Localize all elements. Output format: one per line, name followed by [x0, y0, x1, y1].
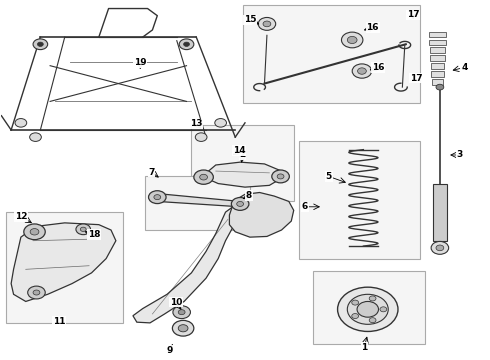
- Text: 17: 17: [407, 10, 419, 19]
- Circle shape: [33, 290, 40, 295]
- Bar: [433, 184, 447, 241]
- Bar: [429, 32, 446, 37]
- Text: 7: 7: [148, 168, 155, 177]
- Text: 3: 3: [456, 150, 463, 159]
- Bar: [431, 63, 444, 69]
- Polygon shape: [11, 223, 116, 301]
- Text: 1: 1: [361, 343, 368, 352]
- Bar: [243, 5, 420, 103]
- Polygon shape: [202, 162, 282, 187]
- Bar: [313, 271, 425, 344]
- Text: 15: 15: [244, 15, 257, 24]
- Bar: [429, 40, 446, 45]
- Text: 17: 17: [410, 74, 423, 83]
- Circle shape: [263, 21, 271, 27]
- Text: 19: 19: [134, 58, 147, 67]
- Circle shape: [277, 174, 284, 179]
- Circle shape: [196, 133, 207, 141]
- Bar: [192, 125, 294, 202]
- Circle shape: [15, 118, 27, 127]
- Circle shape: [380, 307, 387, 312]
- Circle shape: [237, 202, 244, 206]
- Circle shape: [30, 229, 39, 235]
- Text: 8: 8: [246, 191, 252, 200]
- Circle shape: [184, 42, 190, 46]
- Circle shape: [357, 301, 378, 317]
- Circle shape: [358, 68, 367, 74]
- Polygon shape: [157, 194, 240, 207]
- Circle shape: [352, 300, 359, 305]
- Text: 9: 9: [166, 346, 172, 355]
- Circle shape: [33, 39, 48, 50]
- Bar: [432, 79, 443, 85]
- Circle shape: [231, 198, 249, 210]
- Polygon shape: [229, 193, 294, 237]
- Circle shape: [200, 174, 207, 180]
- Text: 11: 11: [52, 316, 65, 325]
- Text: 10: 10: [170, 298, 182, 307]
- Text: 18: 18: [88, 230, 100, 239]
- Circle shape: [352, 64, 372, 78]
- Circle shape: [76, 224, 91, 235]
- Circle shape: [179, 39, 194, 50]
- Text: 14: 14: [233, 146, 245, 155]
- Text: 12: 12: [15, 212, 27, 221]
- Circle shape: [24, 224, 45, 240]
- Circle shape: [338, 287, 398, 332]
- Bar: [430, 55, 445, 61]
- Bar: [145, 176, 250, 230]
- Circle shape: [369, 296, 376, 301]
- Circle shape: [436, 84, 444, 90]
- Bar: [431, 71, 444, 77]
- Circle shape: [272, 170, 289, 183]
- Circle shape: [178, 325, 188, 332]
- Circle shape: [258, 18, 276, 30]
- Polygon shape: [133, 207, 243, 323]
- Circle shape: [194, 170, 213, 184]
- Text: 4: 4: [461, 63, 467, 72]
- Bar: [430, 48, 445, 53]
- Circle shape: [347, 294, 388, 324]
- Circle shape: [80, 227, 86, 231]
- Circle shape: [172, 320, 194, 336]
- Circle shape: [342, 32, 363, 48]
- Circle shape: [431, 242, 449, 254]
- Circle shape: [37, 42, 43, 46]
- Bar: [298, 141, 420, 258]
- Circle shape: [369, 318, 376, 323]
- Circle shape: [215, 118, 226, 127]
- Text: 5: 5: [326, 172, 332, 181]
- Circle shape: [178, 310, 185, 315]
- Text: 2: 2: [240, 150, 245, 159]
- Text: 13: 13: [190, 120, 202, 129]
- Circle shape: [436, 245, 444, 251]
- Circle shape: [347, 36, 357, 44]
- Circle shape: [30, 133, 41, 141]
- Circle shape: [148, 191, 166, 203]
- Text: 6: 6: [302, 202, 308, 211]
- Circle shape: [352, 314, 359, 319]
- Circle shape: [173, 306, 191, 319]
- Circle shape: [154, 195, 161, 200]
- Bar: [6, 212, 123, 323]
- Text: 16: 16: [372, 63, 384, 72]
- Circle shape: [28, 286, 45, 299]
- Text: 16: 16: [367, 23, 379, 32]
